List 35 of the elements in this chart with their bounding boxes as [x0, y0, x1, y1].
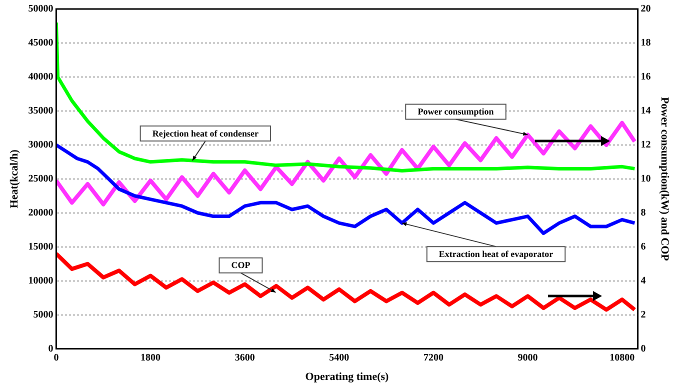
y-tick-label: 30000	[28, 140, 54, 150]
y-tick-label: 40000	[28, 72, 54, 83]
y2-tick-label: 20	[640, 4, 651, 15]
annotation: Power consumption	[418, 106, 494, 117]
y-tick-label: 5000	[33, 309, 54, 320]
x-tick-label: 7200	[423, 352, 444, 364]
x-tick-label: 9000	[518, 352, 538, 364]
y2-tick-label: 16	[640, 72, 651, 83]
y2-axis-title: Power consumption(kW) and COP	[658, 96, 671, 262]
y2-tick-label: 2	[640, 309, 646, 320]
x-tick-label: 1800	[140, 352, 161, 364]
y2-tick-label: 0	[640, 343, 646, 354]
x-tick-label: 3600	[234, 352, 255, 364]
y2-tick-label: 12	[640, 140, 651, 150]
x-tick-label: 10800	[610, 352, 635, 364]
y-tick-label: 25000	[28, 173, 54, 184]
y2-tick-label: 14	[640, 106, 651, 117]
y-tick-label: 35000	[28, 106, 54, 117]
annotation: COP	[231, 260, 251, 270]
y2-tick-label: 8	[640, 207, 646, 218]
y2-tick-label: 6	[640, 241, 646, 252]
x-tick-label: 5400	[329, 352, 350, 364]
y-tick-label: 15000	[28, 241, 54, 252]
y2-tick-label: 10	[640, 173, 651, 184]
y2-tick-label: 18	[640, 38, 651, 49]
y-axis-title: Heat(kcal/h)	[8, 149, 20, 208]
y-tick-label: 10000	[28, 275, 54, 286]
y-tick-label: 45000	[28, 38, 54, 49]
annotation: Rejection heat of condenser	[152, 128, 259, 138]
x-axis-title: Operating time(s)	[305, 371, 390, 384]
annotation: Extraction heat of evaporator	[438, 248, 554, 259]
y-tick-label: 20000	[28, 207, 54, 218]
y2-tick-label: 4	[640, 275, 646, 286]
y-tick-label: 50000	[28, 4, 54, 15]
y-tick-label: 0	[48, 343, 54, 354]
